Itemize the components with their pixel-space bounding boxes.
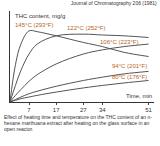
html-text:Effect of heating time and tem: Effect of heating time and temperature o… [4,114,152,132]
svg-text:145°C (293°F): 145°C (293°F) [15,22,53,28]
svg-text:THC content, mg/g: THC content, mg/g [15,13,65,19]
svg-text:Journal of Chromatography 206: Journal of Chromatography 206 (1981) [71,0,157,6]
svg-text:80°C (176°F): 80°C (176°F) [112,74,147,80]
svg-text:106°C (223°F): 106°C (223°F) [100,39,138,45]
svg-text:Time, min: Time, min [126,93,152,99]
svg-text:27: 27 [80,107,87,113]
svg-text:94°C (201°F): 94°C (201°F) [112,63,147,69]
svg-text:34: 34 [99,107,106,113]
svg-text:51: 51 [145,107,152,113]
svg-text:7: 7 [27,107,31,113]
svg-text:17: 17 [53,107,60,113]
svg-text:122°C (252°F): 122°C (252°F) [67,25,105,31]
